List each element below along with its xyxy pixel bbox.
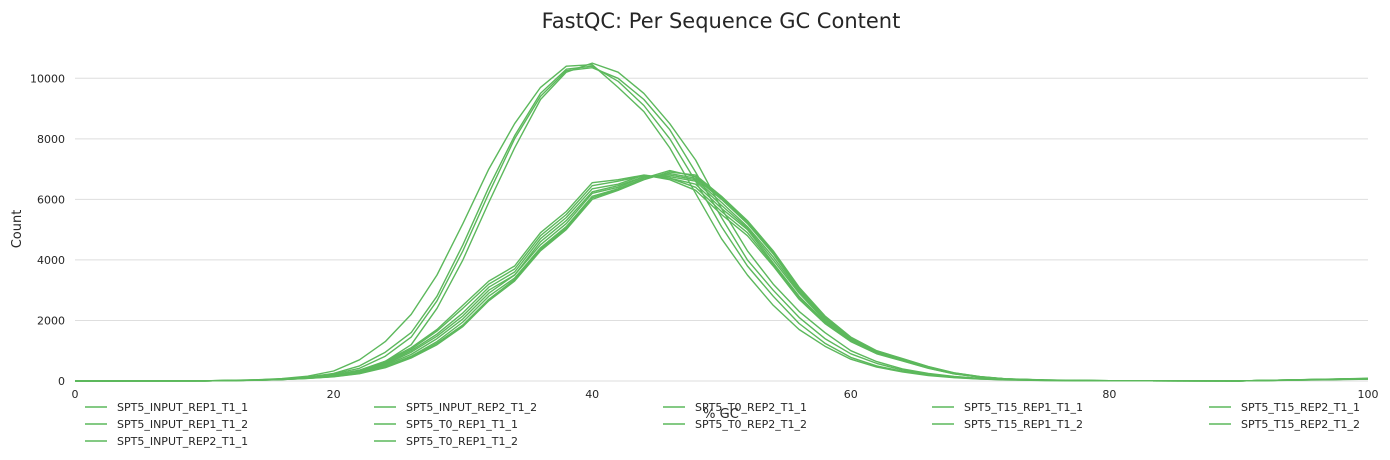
x-tick-label: 60	[844, 388, 858, 401]
series-line	[74, 171, 1369, 382]
legend-item[interactable]: SPT5_T15_REP1_T1_1	[932, 401, 1083, 414]
legend-item[interactable]: SPT5_T0_REP1_T1_2	[374, 435, 518, 448]
x-tick-label: 80	[1102, 388, 1116, 401]
legend-label: SPT5_T15_REP2_T1_2	[1241, 418, 1360, 431]
series-line	[74, 65, 1369, 382]
y-tick-label: 10000	[30, 72, 65, 85]
x-tick-label: 40	[585, 388, 599, 401]
legend-label: SPT5_T0_REP2_T1_2	[695, 418, 807, 431]
legend-label: SPT5_T15_REP1_T1_2	[964, 418, 1083, 431]
y-axis-ticks: 0 2000 4000 6000 8000 10000	[30, 72, 65, 388]
series-line	[74, 67, 1369, 382]
legend-item[interactable]: SPT5_T0_REP1_T1_1	[374, 418, 518, 431]
x-tick-label: 20	[327, 388, 341, 401]
legend-label: SPT5_T15_REP1_T1_1	[964, 401, 1083, 414]
x-axis-ticks: 0 20 40 60 80 100	[72, 388, 1379, 401]
legend-item[interactable]: SPT5_T0_REP2_T1_2	[663, 418, 807, 431]
legend-label: SPT5_T0_REP1_T1_1	[406, 418, 518, 431]
y-tick-label: 8000	[37, 133, 65, 146]
legend-item[interactable]: SPT5_INPUT_REP2_T1_1	[85, 435, 248, 448]
legend-label: SPT5_INPUT_REP1_T1_2	[117, 418, 248, 431]
legend-item[interactable]: SPT5_INPUT_REP1_T1_2	[85, 418, 248, 431]
legend-label: SPT5_T0_REP2_T1_1	[695, 401, 807, 414]
legend-label: SPT5_T0_REP1_T1_2	[406, 435, 518, 448]
legend-label: SPT5_T15_REP2_T1_1	[1241, 401, 1360, 414]
legend-label: SPT5_INPUT_REP2_T1_2	[406, 401, 537, 414]
y-tick-label: 6000	[37, 193, 65, 206]
chart-title: FastQC: Per Sequence GC Content	[542, 9, 901, 33]
legend: SPT5_INPUT_REP1_T1_1 SPT5_INPUT_REP1_T1_2…	[85, 401, 1360, 448]
y-axis-label: Count	[10, 210, 25, 249]
series-line	[74, 64, 1369, 382]
legend-item[interactable]: SPT5_INPUT_REP1_T1_1	[85, 401, 248, 414]
legend-label: SPT5_INPUT_REP1_T1_1	[117, 401, 248, 414]
legend-item[interactable]: SPT5_T15_REP2_T1_2	[1209, 418, 1360, 431]
legend-item[interactable]: SPT5_T0_REP2_T1_1	[663, 401, 807, 414]
y-tick-label: 4000	[37, 254, 65, 267]
x-tick-label: 0	[72, 388, 79, 401]
x-axis-label: % GC	[703, 407, 739, 422]
legend-item[interactable]: SPT5_T15_REP1_T1_2	[932, 418, 1083, 431]
series-line	[74, 175, 1369, 382]
series-line	[74, 62, 1369, 382]
legend-item[interactable]: SPT5_T15_REP2_T1_1	[1209, 401, 1360, 414]
series-lines	[74, 62, 1369, 382]
legend-label: SPT5_INPUT_REP2_T1_1	[117, 435, 248, 448]
legend-item[interactable]: SPT5_INPUT_REP2_T1_2	[374, 401, 537, 414]
y-tick-label: 0	[58, 375, 65, 388]
x-tick-label: 100	[1358, 388, 1379, 401]
y-tick-label: 2000	[37, 314, 65, 327]
series-line	[74, 169, 1369, 382]
